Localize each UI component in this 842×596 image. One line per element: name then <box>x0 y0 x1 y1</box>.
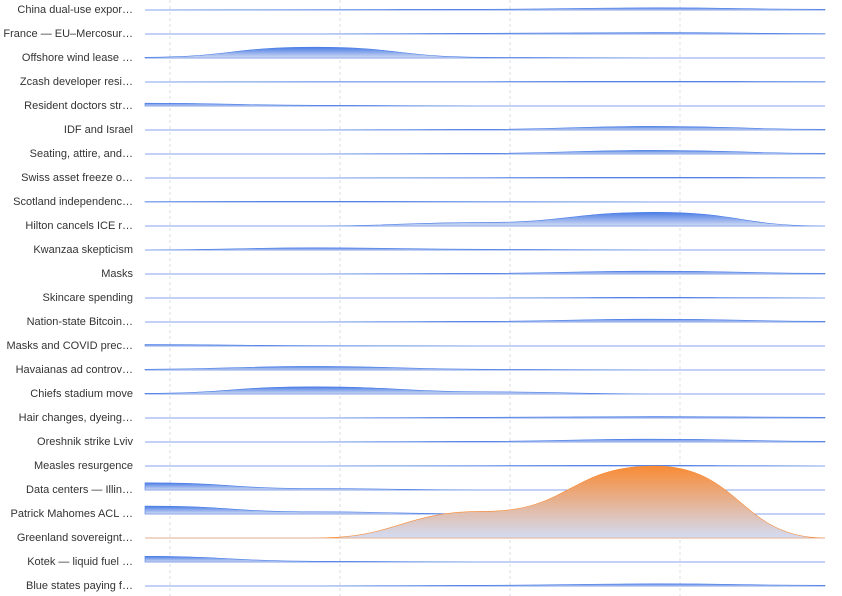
row-label: Masks and COVID prec… <box>6 340 133 352</box>
ridge-area <box>145 416 826 419</box>
ridge-area <box>145 126 826 131</box>
row-label: Chiefs stadium move <box>30 388 133 400</box>
row-label: France — EU–Mercosur… <box>3 28 133 40</box>
ridge-area <box>144 150 826 155</box>
ridge-area <box>144 366 825 371</box>
row-label: Blue states paying f… <box>26 580 133 592</box>
row-label: Seating, attire, and… <box>30 148 133 160</box>
row-label: Kwanzaa skepticism <box>33 244 133 256</box>
ridge-area <box>144 80 826 83</box>
row-label: China dual-use expor… <box>17 4 133 16</box>
ridge-area <box>144 46 825 59</box>
row-label: Patrick Mahomes ACL … <box>11 508 133 520</box>
row-label: Hilton cancels ICE r… <box>25 220 133 232</box>
ridge-area <box>144 344 825 347</box>
row-label: Scotland independenc… <box>13 196 133 208</box>
ridge-area <box>144 555 825 563</box>
ridge-area <box>144 7 826 11</box>
ridge-area <box>145 32 826 35</box>
ridge-area <box>144 247 825 251</box>
row-label: Masks <box>101 268 133 280</box>
ridge-area <box>145 212 826 227</box>
ridge-area <box>145 438 826 443</box>
row-label: Havaianas ad controv… <box>16 364 133 376</box>
ridge-area <box>144 386 825 395</box>
row-label: Oreshnik strike Lviv <box>37 436 133 448</box>
ridge-area <box>144 200 825 203</box>
row-label: Hair changes, dyeing… <box>19 412 133 424</box>
row-label: Measles resurgence <box>34 460 133 472</box>
row-label: Swiss asset freeze o… <box>21 172 133 184</box>
row-label: IDF and Israel <box>64 124 133 136</box>
ridge-area <box>145 465 826 539</box>
ridge-area <box>144 102 825 107</box>
row-label: Data centers — Illin… <box>26 484 133 496</box>
ridge-area <box>144 583 826 587</box>
row-label: Kotek — liquid fuel … <box>27 556 133 568</box>
row-label: Offshore wind lease … <box>22 52 133 64</box>
row-label: Nation-state Bitcoin… <box>27 316 133 328</box>
row-label: Resident doctors str… <box>24 100 133 112</box>
row-label: Skincare spending <box>42 292 133 304</box>
ridge-area <box>145 318 826 323</box>
ridge-area <box>144 270 826 275</box>
row-label: Zcash developer resi… <box>20 76 133 88</box>
ridge-area <box>145 176 826 179</box>
ridge-area <box>144 296 826 299</box>
row-label: Greenland sovereignt… <box>17 532 133 544</box>
